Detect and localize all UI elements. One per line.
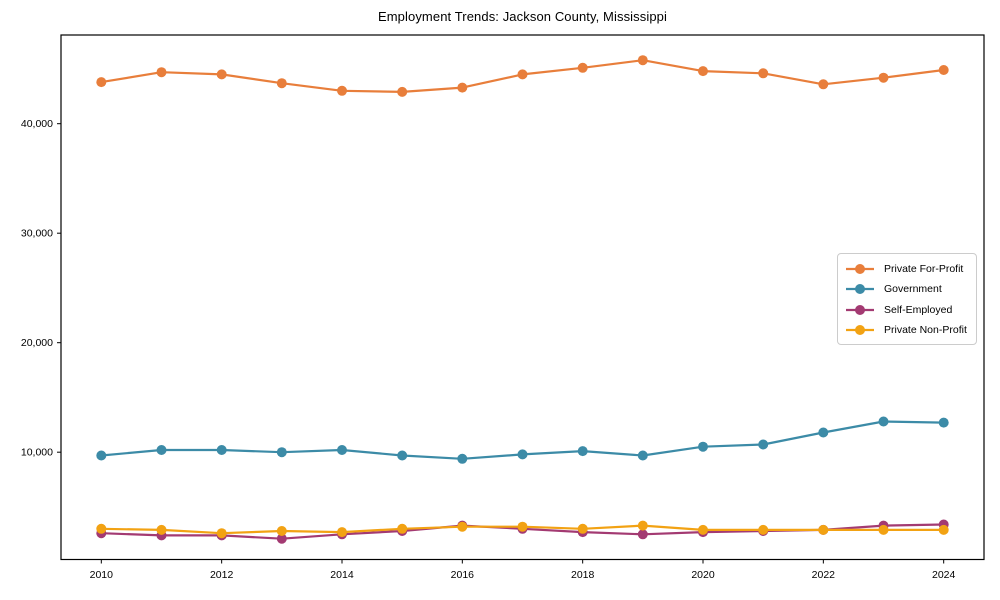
x-tick-label: 2014: [330, 569, 354, 581]
series-marker-government: [577, 446, 588, 457]
x-tick-label: 2016: [451, 569, 475, 581]
series-marker-private-non-profit: [818, 524, 829, 535]
series-marker-private-for-profit: [758, 68, 769, 79]
series-marker-private-non-profit: [96, 523, 107, 534]
series-marker-private-non-profit: [698, 524, 708, 535]
series-marker-government: [517, 449, 528, 460]
series-marker-private-non-profit: [938, 524, 949, 535]
series-marker-private-for-profit: [818, 79, 829, 90]
series-marker-private-for-profit: [637, 55, 648, 66]
series-marker-private-non-profit: [276, 526, 287, 536]
x-tick-label: 2010: [90, 569, 114, 581]
legend-label: Government: [884, 283, 942, 296]
series-marker-government: [818, 427, 829, 438]
series-marker-government: [156, 445, 167, 455]
series-marker-government: [337, 445, 347, 455]
series-marker-government: [397, 450, 408, 461]
series-marker-private-for-profit: [577, 62, 588, 73]
legend-label: Private Non-Profit: [884, 323, 967, 336]
series-marker-private-non-profit: [758, 524, 769, 535]
series-marker-government: [698, 441, 708, 452]
series-marker-private-for-profit: [517, 69, 528, 80]
legend-label: Private For-Profit: [884, 263, 964, 276]
y-tick-label: 20,000: [21, 337, 53, 349]
series-marker-private-for-profit: [216, 69, 227, 80]
series-marker-government: [96, 450, 107, 461]
legend-item-private-non-profit: Private Non-Profit: [845, 320, 970, 340]
series-marker-government: [637, 450, 648, 461]
series-marker-government: [758, 439, 769, 450]
series-marker-private-for-profit: [156, 67, 167, 78]
series-marker-private-for-profit: [337, 85, 347, 96]
y-tick-label: 40,000: [21, 118, 53, 130]
legend-item-self-employed: Self-Employed: [845, 300, 970, 320]
series-marker-self-employed: [276, 533, 287, 544]
x-tick-label: 2020: [691, 569, 715, 581]
series-marker-private-non-profit: [457, 521, 468, 532]
series-marker-private-non-profit: [878, 524, 889, 535]
series-marker-private-non-profit: [637, 520, 648, 531]
series-marker-private-for-profit: [457, 82, 468, 93]
series-marker-private-non-profit: [577, 523, 588, 534]
series-marker-government: [878, 416, 889, 427]
series-marker-government: [276, 447, 287, 458]
legend-line-marker-icon: [846, 284, 874, 295]
series-marker-government: [938, 417, 949, 428]
legend-label: Self-Employed: [884, 303, 953, 316]
legend-item-private-for-profit: Private For-Profit: [845, 259, 970, 279]
series-marker-private-for-profit: [938, 65, 949, 75]
x-tick-label: 2022: [812, 569, 836, 581]
y-tick-label: 30,000: [21, 228, 53, 240]
series-marker-private-non-profit: [156, 524, 167, 535]
series-marker-private-for-profit: [878, 72, 889, 83]
legend-line-marker-icon: [846, 264, 874, 275]
series-marker-government: [457, 453, 468, 464]
y-tick-label: 10,000: [21, 447, 53, 459]
series-marker-private-for-profit: [397, 86, 408, 97]
series-marker-private-non-profit: [397, 523, 408, 534]
x-tick-label: 2024: [932, 569, 956, 581]
legend-item-government: Government: [845, 279, 970, 299]
series-marker-private-non-profit: [337, 527, 347, 538]
series-marker-private-for-profit: [96, 77, 107, 88]
plot-border: [60, 34, 985, 561]
x-tick-label: 2012: [210, 569, 234, 581]
series-marker-government: [216, 445, 227, 455]
chart-title: Employment Trends: Jackson County, Missi…: [377, 9, 668, 24]
series-marker-self-employed: [637, 529, 648, 540]
legend-line-marker-icon: [846, 324, 874, 335]
x-tick-label: 2018: [571, 569, 595, 581]
legend-line-marker-icon: [846, 304, 874, 315]
series-marker-private-for-profit: [698, 66, 708, 77]
series-marker-private-non-profit: [216, 528, 227, 539]
series-marker-private-non-profit: [517, 521, 528, 532]
series-marker-private-for-profit: [276, 78, 287, 89]
legend: Private For-Profit Government Self-Employe…: [837, 253, 977, 345]
